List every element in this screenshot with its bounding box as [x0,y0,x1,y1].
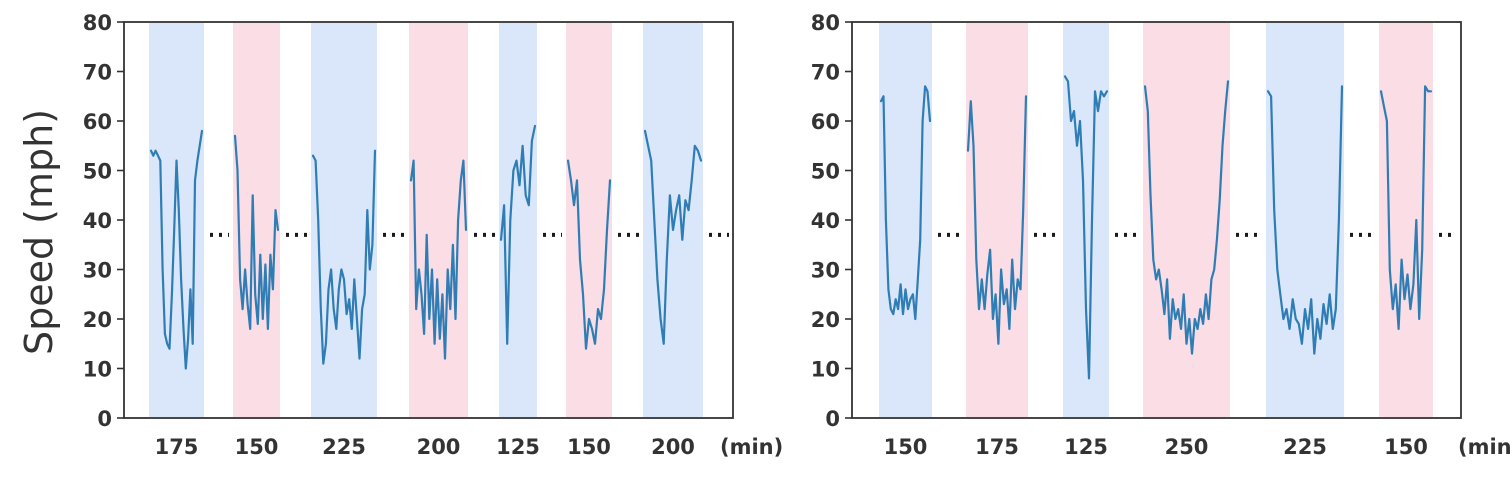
left-y-tick-80: 80 [83,11,112,35]
right-segment-band-5 [1266,23,1344,417]
left-segment-band-1 [149,23,204,417]
left-segment-band-2 [233,23,280,417]
right-y-tick-80: 80 [811,11,840,35]
right-segment-band-6 [1379,23,1433,417]
right-panel: 0 10 20 30 40 50 60 70 80 150 175 125 250 225 150 (mi… [811,11,1512,459]
left-panel-unit-label: (min) [720,435,783,459]
left-x-tick-5: 125 [496,435,540,459]
right-speed-line-3 [1063,75,1109,380]
right-y-tick-20: 20 [811,308,840,332]
left-segment-band-6 [566,23,612,417]
right-y-tick-30: 30 [811,259,840,283]
right-speed-line-6 [1379,85,1433,330]
left-speed-line-6 [566,159,612,350]
left-y-tick-60: 60 [83,110,112,134]
right-y-tick-10: 10 [811,358,840,382]
left-x-tick-6: 150 [567,435,611,459]
left-y-tick-30: 30 [83,259,112,283]
right-x-tick-1: 150 [884,435,928,459]
right-segment-band-1 [879,23,932,417]
left-speed-line-3 [311,149,377,365]
right-panel-y-ticks: 0 10 20 30 40 50 60 70 80 [811,11,852,431]
left-speed-line-1 [149,129,204,370]
y-axis-label: Speed (mph) [17,109,61,355]
right-x-tick-6: 150 [1384,435,1428,459]
left-speed-line-7 [643,129,703,345]
left-panel-speed-series [149,124,703,370]
left-x-tick-2: 150 [235,435,279,459]
left-y-tick-20: 20 [83,308,112,332]
right-x-tick-4: 250 [1165,435,1209,459]
right-panel-shading [879,23,1433,417]
right-speed-line-2 [966,95,1028,345]
left-x-tick-7: 200 [651,435,695,459]
right-y-tick-70: 70 [811,61,840,85]
left-y-tick-70: 70 [83,61,112,85]
right-panel-unit-label: (min) [1458,435,1512,459]
left-x-tick-3: 225 [322,435,366,459]
left-x-tick-1: 175 [155,435,199,459]
right-x-tick-5: 225 [1283,435,1327,459]
right-y-tick-0: 0 [825,407,840,431]
right-segment-band-4 [1143,23,1230,417]
left-speed-line-2 [233,134,280,330]
right-y-tick-50: 50 [811,160,840,184]
right-speed-line-4 [1143,80,1230,355]
left-panel-y-ticks: 0 10 20 30 40 50 60 70 80 [83,11,124,431]
right-panel-x-ticks: 150 175 125 250 225 150 [884,435,1428,459]
left-y-tick-10: 10 [83,358,112,382]
left-y-tick-50: 50 [83,160,112,184]
right-x-tick-2: 175 [975,435,1019,459]
left-speed-line-4 [409,159,468,360]
right-speed-line-5 [1266,85,1344,355]
left-speed-line-5 [499,124,537,345]
left-x-tick-4: 200 [417,435,461,459]
right-y-tick-60: 60 [811,110,840,134]
right-speed-line-1 [879,85,932,321]
right-x-tick-3: 125 [1064,435,1108,459]
right-segment-band-3 [1063,23,1109,417]
left-y-tick-0: 0 [97,407,112,431]
left-panel-x-ticks: 175 150 225 200 125 150 200 [155,435,695,459]
right-y-tick-40: 40 [811,209,840,233]
right-panel-speed-series [879,75,1433,380]
left-panel-shading [149,23,703,417]
left-y-tick-40: 40 [83,209,112,233]
